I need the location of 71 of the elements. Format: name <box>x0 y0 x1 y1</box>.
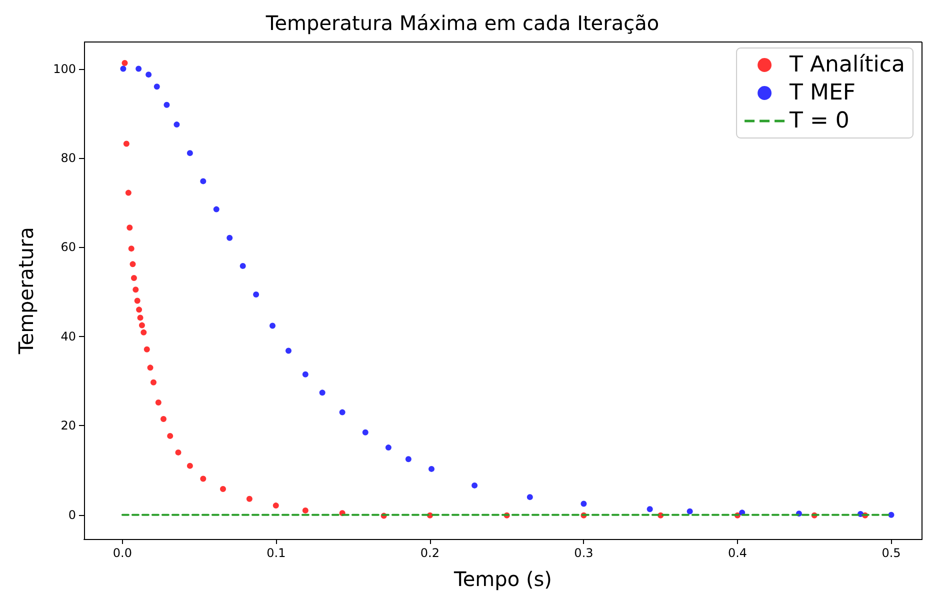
point <box>136 66 142 72</box>
point <box>200 178 206 184</box>
y-tick-label: 0 <box>68 508 76 522</box>
x-tick-label: 0.2 <box>420 546 440 560</box>
y-tick-label: 100 <box>53 62 76 76</box>
point <box>146 72 152 78</box>
y-tick-label: 40 <box>60 329 76 344</box>
point <box>286 348 292 354</box>
x-tick-label: 0.3 <box>574 546 594 560</box>
x-axis-title: Tempo (s) <box>453 567 552 591</box>
point <box>123 140 130 147</box>
point <box>270 322 276 329</box>
point <box>646 506 653 512</box>
point <box>200 476 206 482</box>
point <box>253 292 260 298</box>
point <box>888 512 894 518</box>
point <box>580 500 587 507</box>
point <box>319 390 326 396</box>
point <box>132 286 139 293</box>
legend-label: T Analítica <box>788 52 906 78</box>
point <box>226 234 233 241</box>
point <box>240 262 246 269</box>
point <box>140 329 147 336</box>
point <box>136 306 142 313</box>
point <box>167 432 174 439</box>
point <box>174 122 180 128</box>
point <box>220 486 226 492</box>
y-tick-label: 60 <box>60 240 76 254</box>
y-axis-title: Temperatura <box>14 226 38 356</box>
point <box>137 314 144 321</box>
point <box>125 190 132 196</box>
point <box>160 416 166 422</box>
point <box>155 399 162 406</box>
point <box>186 462 193 469</box>
point <box>472 482 478 488</box>
point <box>339 409 346 416</box>
point <box>428 466 434 472</box>
point <box>138 322 145 328</box>
point <box>150 379 156 386</box>
point <box>405 456 412 462</box>
x-tick-label: 0.0 <box>112 546 132 560</box>
point <box>302 371 308 378</box>
point <box>130 275 137 282</box>
point <box>122 60 128 66</box>
point <box>213 206 220 212</box>
legend-label: T = 0 <box>788 108 850 134</box>
y-tick-label: 20 <box>60 418 76 433</box>
point <box>272 502 279 509</box>
point <box>126 224 133 231</box>
x-tick-label: 0.5 <box>882 546 901 560</box>
point <box>147 364 154 371</box>
x-tick-label: 0.1 <box>266 546 286 560</box>
point <box>526 494 533 500</box>
point <box>186 150 193 156</box>
point <box>164 102 170 108</box>
point <box>175 449 182 456</box>
x-tick-label: 0.4 <box>728 546 748 560</box>
point <box>154 84 160 90</box>
point <box>120 66 126 72</box>
point <box>302 507 308 514</box>
point <box>130 261 136 268</box>
point <box>246 496 252 502</box>
point <box>134 298 140 304</box>
y-tick-label: 80 <box>60 150 76 165</box>
point <box>144 346 150 352</box>
point <box>686 508 693 514</box>
point <box>128 246 134 252</box>
legend-label: T MEF <box>788 80 856 106</box>
point <box>385 444 392 451</box>
chart-title: Temperatura Máxima em cada Iteração <box>264 11 660 35</box>
point <box>362 429 368 436</box>
